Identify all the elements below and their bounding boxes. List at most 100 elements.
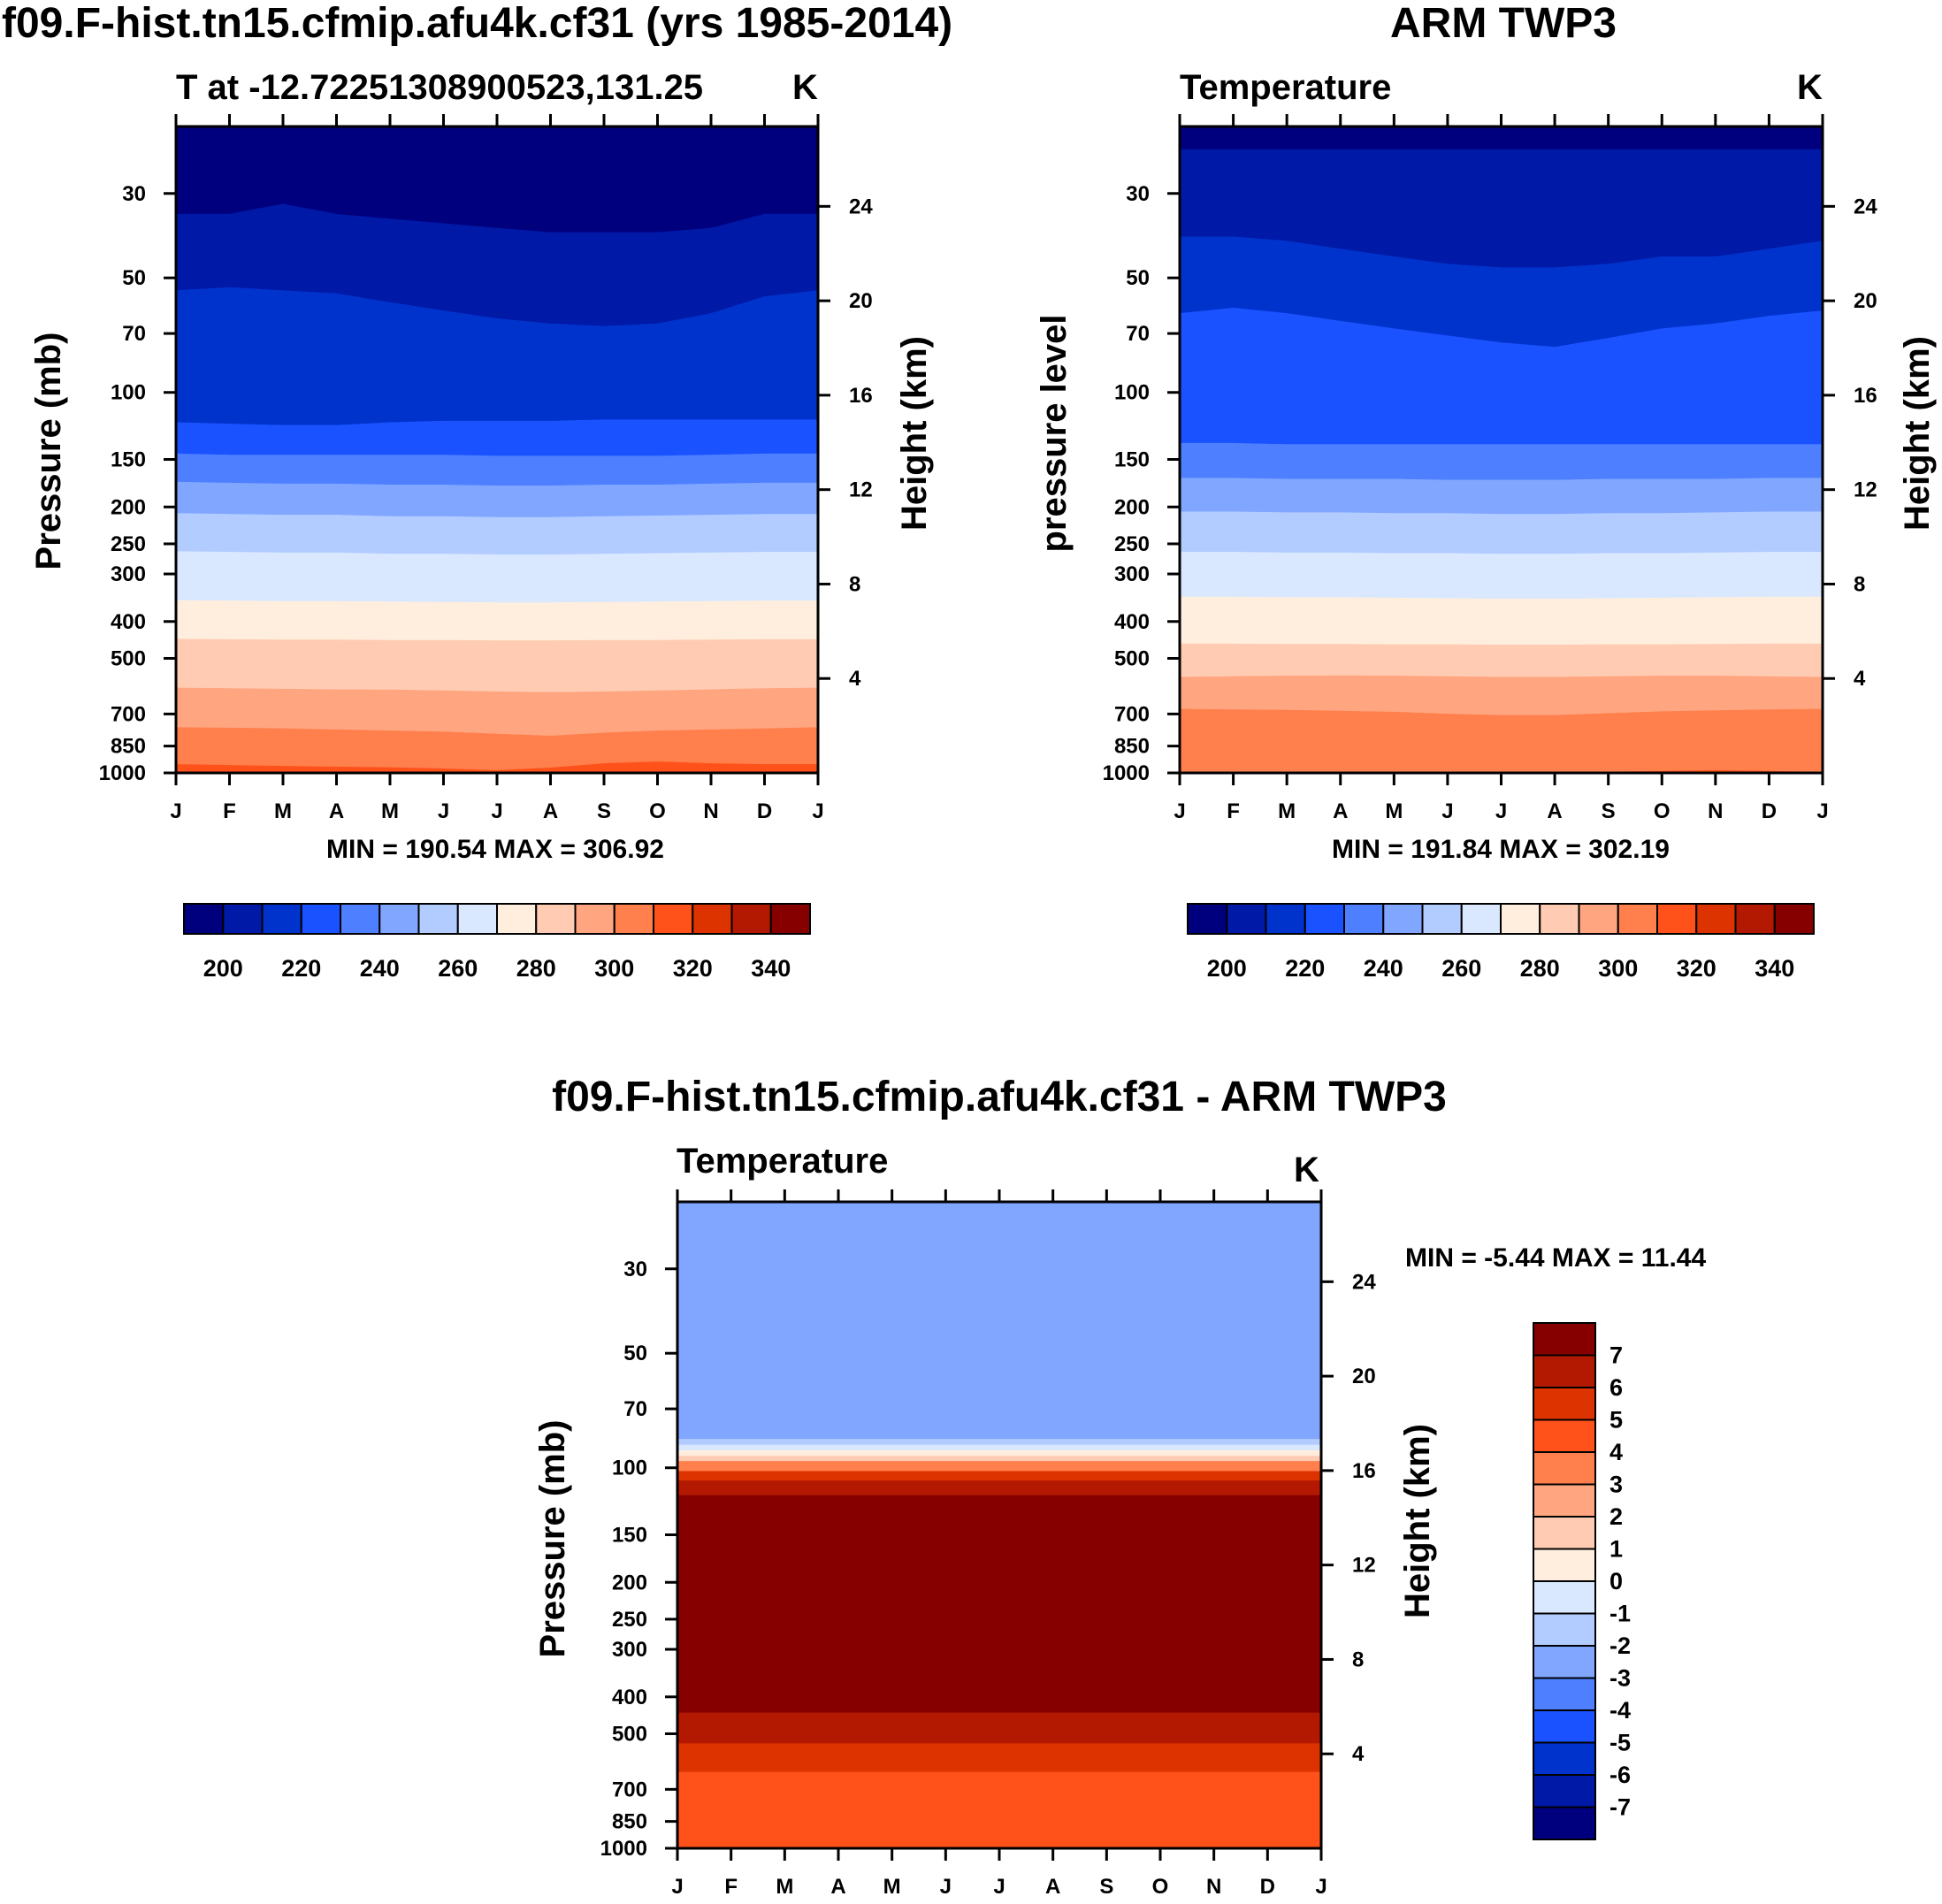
height-label: 24 [1854, 195, 1877, 218]
colorbar-label: -1 [1609, 1601, 1631, 1627]
colorbar-label: 320 [673, 955, 713, 982]
month-label: A [1333, 799, 1348, 823]
colorbar-box [1382, 903, 1424, 935]
colorbar-label: 1 [1609, 1536, 1623, 1563]
pressure-label: 250 [1114, 532, 1150, 556]
contour-band [176, 513, 818, 555]
panel-model-units: K [792, 68, 818, 107]
colorbar-box [1533, 1451, 1596, 1486]
pressure-label: 200 [111, 495, 146, 519]
month-label: J [940, 1875, 952, 1899]
month-label: F [223, 799, 236, 823]
colorbar-box [1460, 903, 1502, 935]
pressure-label: 150 [111, 448, 146, 472]
colorbar-box [1533, 1580, 1596, 1615]
pressure-label: 70 [1126, 322, 1150, 346]
height-label: 8 [849, 572, 860, 596]
contour-band [677, 1202, 1321, 1440]
contour-fill [677, 1202, 1321, 1848]
month-label: N [1708, 799, 1723, 823]
colorbar-label: 0 [1609, 1568, 1623, 1594]
pressure-label: 100 [111, 381, 146, 405]
colorbar-box [1187, 903, 1228, 935]
colorbar-box [1500, 903, 1541, 935]
colorbar-box [1617, 903, 1658, 935]
colorbar-box [1343, 903, 1385, 935]
colorbar-box [1773, 903, 1815, 935]
colorbar-label: -3 [1609, 1665, 1631, 1692]
contour-band [1180, 675, 1823, 716]
height-label: 16 [849, 384, 873, 408]
colorbar-box [1533, 1418, 1596, 1453]
month-label: J [1816, 799, 1828, 823]
colorbar-box [261, 903, 302, 935]
colorbar-label: 260 [1441, 955, 1481, 982]
pressure-label: 50 [122, 266, 146, 290]
colorbar-label: 300 [1598, 955, 1638, 982]
pressure-label: 850 [612, 1810, 647, 1834]
colorbar-box [1734, 903, 1776, 935]
colorbar-box [1533, 1774, 1596, 1808]
month-label: F [724, 1875, 738, 1899]
colorbar-box [1533, 1612, 1596, 1647]
month-label: N [1206, 1875, 1221, 1899]
month-label: J [671, 1875, 683, 1899]
height-label: 8 [1854, 572, 1865, 596]
height-label: 20 [1854, 289, 1877, 313]
colorbar-box [456, 903, 498, 935]
colorbar-box [1533, 1322, 1596, 1357]
month-label: A [830, 1875, 845, 1899]
month-label: D [757, 799, 772, 823]
contour-band [176, 551, 818, 603]
colorbar-box [1226, 903, 1267, 935]
pressure-label: 100 [612, 1457, 647, 1480]
colorbar-label: -5 [1609, 1730, 1631, 1756]
colorbar-box [1304, 903, 1345, 935]
contour-band [1180, 478, 1823, 515]
pressure-label: 850 [1114, 735, 1150, 759]
pressure-label: 50 [623, 1342, 647, 1365]
contour-band [176, 600, 818, 641]
pressure-label: 300 [111, 562, 146, 586]
month-label: J [1174, 799, 1185, 823]
colorbar-box [340, 903, 381, 935]
panel-diff-ylabel: Pressure (mb) [533, 1420, 572, 1658]
contour-band [677, 1461, 1321, 1472]
colorbar-label: 300 [594, 955, 634, 982]
colorbar-label: 280 [516, 955, 556, 982]
pressure-label: 400 [1114, 610, 1150, 634]
pressure-label: 70 [122, 322, 146, 346]
colorbar-label: 4 [1609, 1439, 1623, 1465]
contour-fill [1180, 126, 1823, 773]
colorbar-box [1539, 903, 1580, 935]
panel-diff-units: K [1294, 1151, 1319, 1189]
contour-band [677, 1771, 1321, 1848]
colorbar-label: 7 [1609, 1342, 1623, 1369]
panel-model-plot: J F M A M J J A S O N D J 30 50 70 100 150 200 250 300 400 500… [99, 114, 873, 823]
contour-band [677, 1480, 1321, 1496]
colorbar-box [535, 903, 577, 935]
pressure-label: 50 [1126, 266, 1150, 290]
colorbar-box [222, 903, 264, 935]
colorbar-label: -2 [1609, 1633, 1631, 1659]
contour-band [677, 1439, 1321, 1446]
colorbar-label: 260 [438, 955, 478, 982]
pressure-label: 700 [612, 1778, 647, 1801]
pressure-label: 30 [122, 182, 146, 206]
colorbar-box [300, 903, 341, 935]
panel-diff-colorbar: 7 6 5 4 3 2 1 0 -1 -2 -3 -4 -5 -6 -7 [1533, 1322, 1631, 1840]
colorbar-label: 220 [1285, 955, 1325, 982]
contour-band [677, 1444, 1321, 1451]
colorbar-label: 6 [1609, 1374, 1623, 1401]
colorbar-box [769, 903, 811, 935]
colorbar-box [1656, 903, 1698, 935]
month-label: J [993, 1875, 1005, 1899]
month-label: M [274, 799, 292, 823]
month-label: J [170, 799, 181, 823]
pressure-label: 200 [612, 1571, 647, 1594]
colorbar-box [1421, 903, 1463, 935]
month-label: M [776, 1875, 793, 1899]
pressure-label: 250 [111, 532, 146, 556]
panel-obs-title: ARM TWP3 [1390, 0, 1617, 47]
